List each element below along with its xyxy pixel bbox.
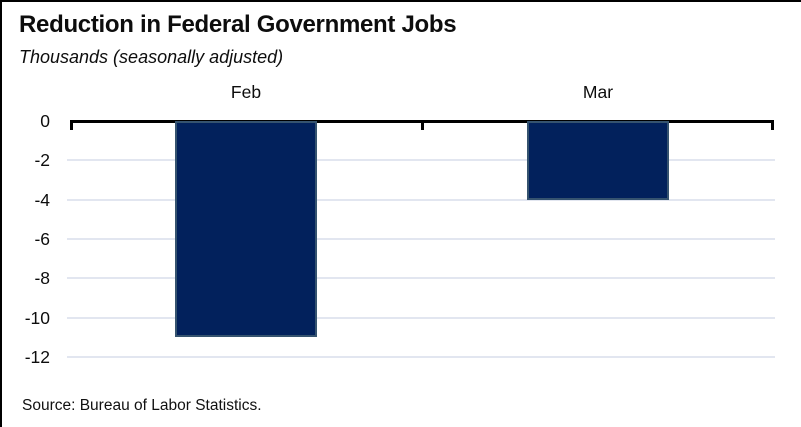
chart-title: Reduction in Federal Government Jobs [19, 11, 457, 38]
gridline [67, 316, 775, 319]
y-axis-tick-label: -6 [34, 228, 50, 249]
gridline [67, 355, 775, 358]
bar-feb [175, 121, 317, 338]
gridline [67, 159, 775, 162]
y-axis-tick-label: 0 [40, 111, 50, 131]
x-axis-tick [771, 121, 774, 130]
y-axis-tick-label: -4 [34, 189, 50, 210]
bar-mar [527, 121, 669, 200]
x-axis-tick [70, 121, 73, 130]
x-axis-tick [420, 121, 424, 130]
category-label-mar: Mar [582, 82, 614, 102]
gridline [67, 277, 775, 280]
chart-subtitle: Thousands (seasonally adjusted) [19, 47, 284, 67]
y-axis-tick-label: -8 [34, 268, 50, 289]
gridline [67, 198, 775, 201]
y-axis-tick-label: -12 [24, 346, 50, 367]
source-note: Source: Bureau of Labor Statistics. [22, 397, 262, 414]
y-axis-tick-label: -10 [24, 307, 50, 328]
category-label-feb: Feb [230, 82, 262, 102]
y-axis-tick-label: -2 [34, 150, 50, 171]
gridline [67, 237, 775, 240]
